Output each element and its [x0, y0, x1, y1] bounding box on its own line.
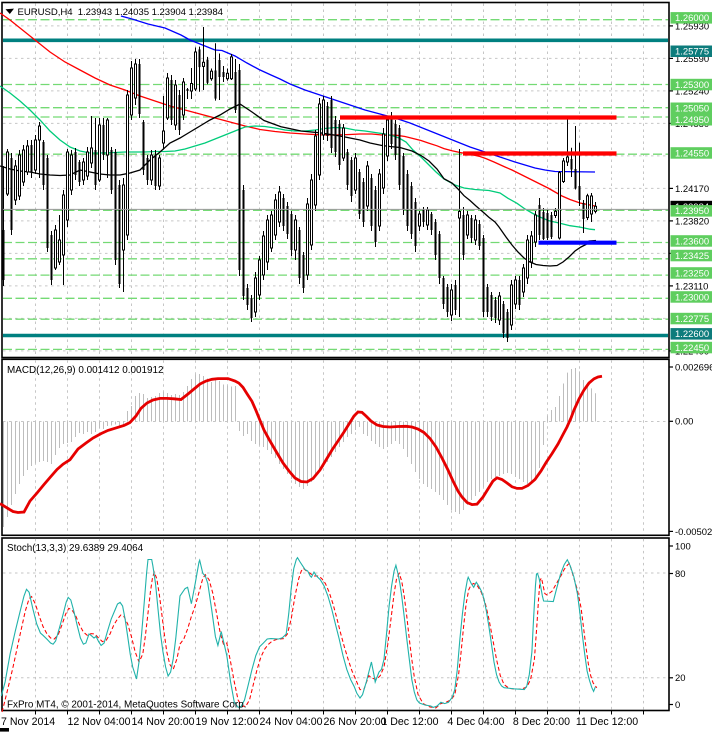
svg-text:20: 20 [675, 673, 686, 684]
svg-text:1.23110: 1.23110 [675, 281, 708, 292]
svg-text:EURUSD,H4 1.23943 1.24035 1.2: EURUSD,H4 1.23943 1.24035 1.23904 1.2398… [18, 7, 224, 18]
svg-text:1.22450: 1.22450 [675, 343, 709, 354]
svg-text:1.23250: 1.23250 [675, 268, 709, 279]
svg-text:1.25775: 1.25775 [675, 47, 709, 58]
svg-text:1.25050: 1.25050 [675, 104, 709, 115]
svg-text:1.22775: 1.22775 [675, 314, 709, 325]
svg-text:1.25300: 1.25300 [675, 80, 709, 91]
svg-text:1.23000: 1.23000 [675, 292, 709, 303]
svg-text:1.25930: 1.25930 [675, 21, 709, 32]
svg-text:-0.005024: -0.005024 [675, 527, 712, 538]
svg-text:1.23950: 1.23950 [675, 206, 709, 217]
svg-text:14 Nov 20:00: 14 Nov 20:00 [131, 716, 194, 728]
svg-text:1.24550: 1.24550 [675, 148, 709, 159]
svg-text:1.25240: 1.25240 [675, 86, 709, 97]
svg-text:1.24170: 1.24170 [675, 184, 709, 195]
svg-text:1 Dec 12:00: 1 Dec 12:00 [381, 716, 438, 728]
svg-text:Stoch(13,3,3) 29.6389 29.4064: Stoch(13,3,3) 29.6389 29.4064 [7, 543, 144, 554]
svg-text:1.23600: 1.23600 [675, 236, 709, 247]
svg-text:0.002696: 0.002696 [675, 362, 712, 373]
svg-text:MACD(12,26,9) 0.001412 0.00191: MACD(12,26,9) 0.001412 0.001912 [7, 365, 163, 376]
svg-text:4 Dec 04:00: 4 Dec 04:00 [447, 716, 504, 728]
svg-text:1.24950: 1.24950 [675, 115, 709, 126]
svg-text:8 Dec 20:00: 8 Dec 20:00 [513, 716, 570, 728]
svg-text:1.25590: 1.25590 [675, 54, 709, 65]
svg-text:1.23820: 1.23820 [675, 216, 709, 227]
svg-text:1.26000: 1.26000 [675, 13, 709, 24]
svg-text:100: 100 [675, 541, 691, 552]
svg-text:80: 80 [675, 569, 686, 580]
svg-text:FxPro MT4, © 2001-2014, MetaQu: FxPro MT4, © 2001-2014, MetaQuotes Softw… [7, 700, 246, 711]
svg-text:0.00: 0.00 [675, 417, 693, 428]
svg-text:19 Nov 12:00: 19 Nov 12:00 [195, 716, 258, 728]
svg-text:12 Nov 04:00: 12 Nov 04:00 [67, 716, 130, 728]
svg-text:24 Nov 04:00: 24 Nov 04:00 [259, 716, 322, 728]
svg-text:1.23425: 1.23425 [675, 251, 709, 262]
svg-text:1.22600: 1.22600 [675, 329, 709, 340]
svg-text:26 Nov 20:00: 26 Nov 20:00 [323, 716, 386, 728]
svg-text:0: 0 [675, 700, 680, 711]
svg-text:7 Nov 2014: 7 Nov 2014 [1, 716, 55, 728]
svg-text:11 Dec 12:00: 11 Dec 12:00 [576, 716, 638, 728]
